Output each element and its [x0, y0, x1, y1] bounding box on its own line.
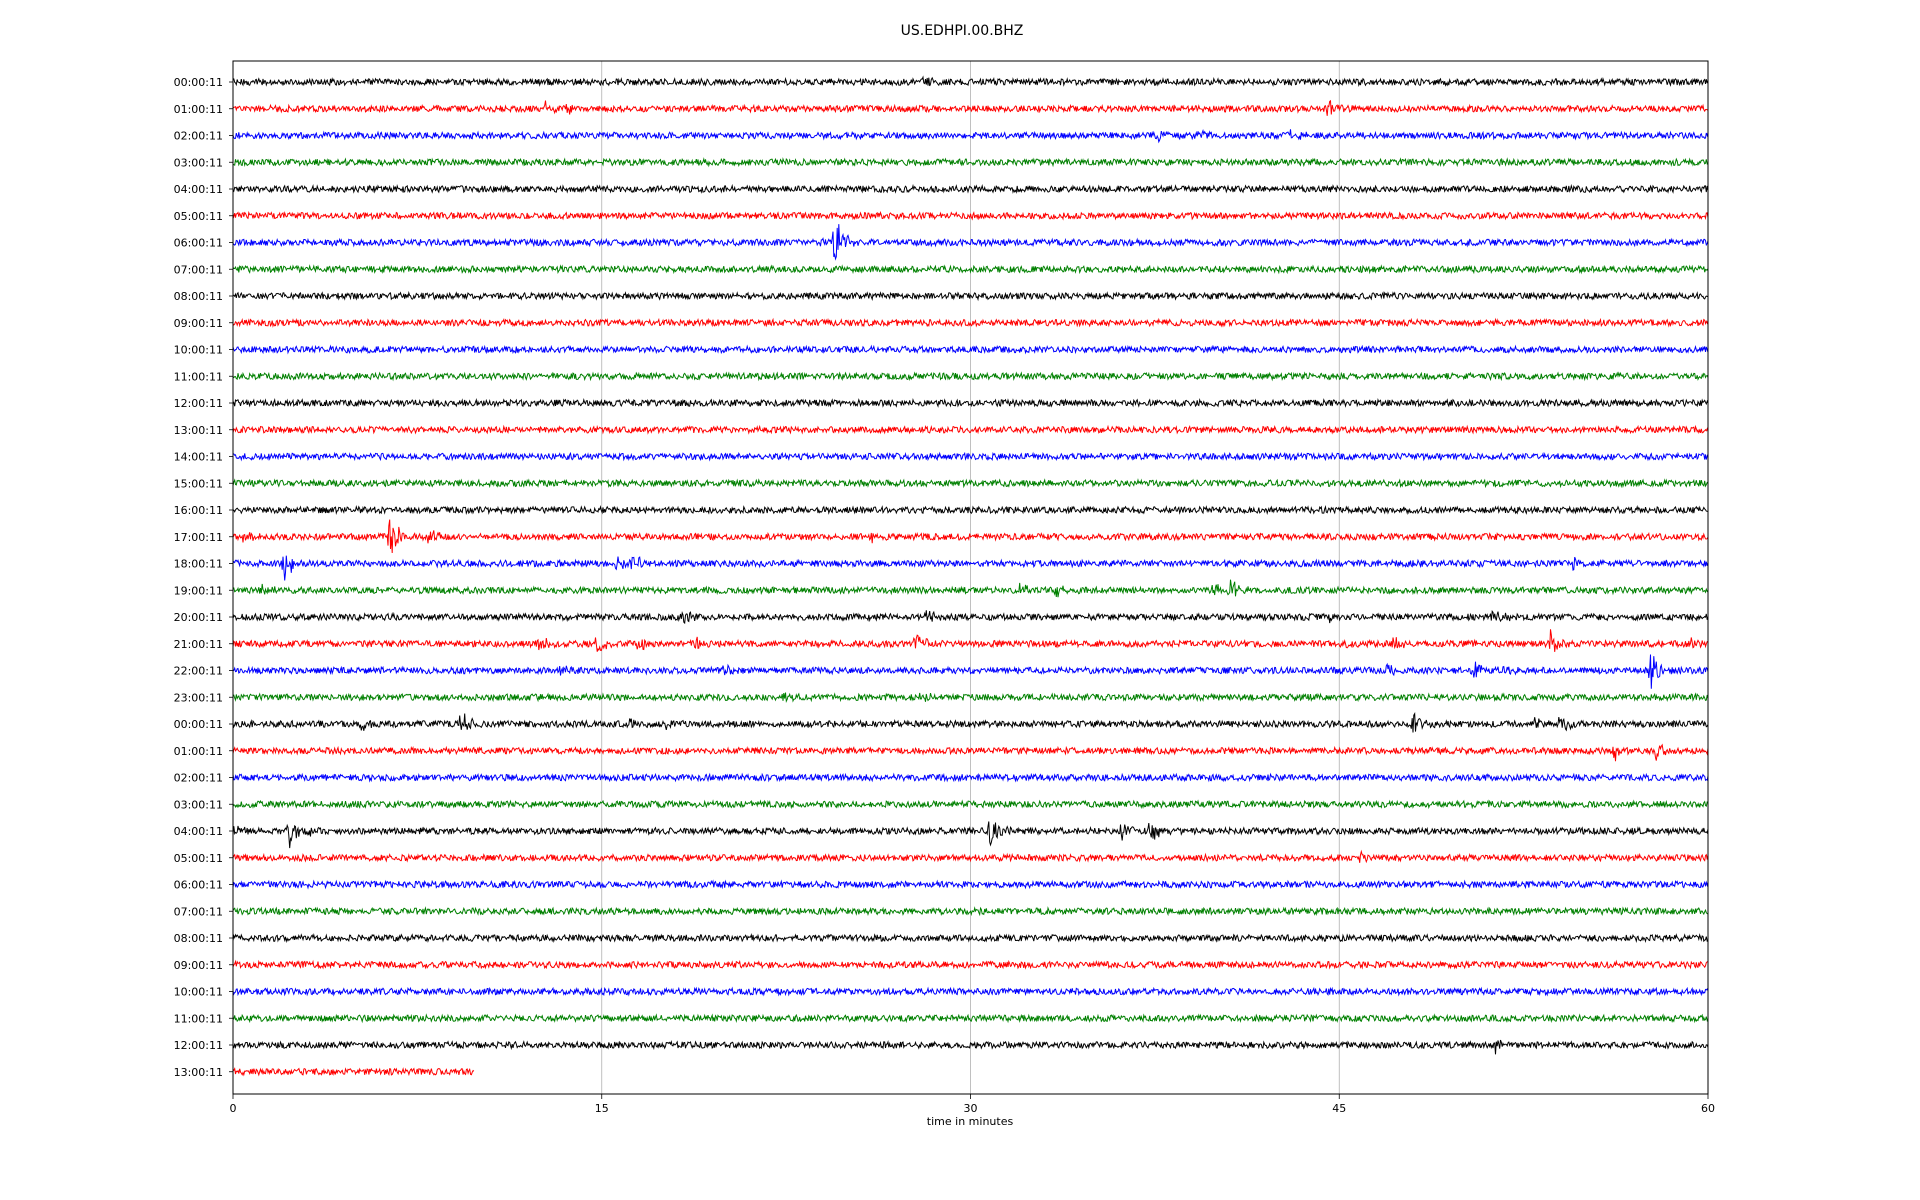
- y-tick-label: 06:00:11: [174, 879, 223, 892]
- y-tick-label: 05:00:11: [174, 210, 223, 223]
- y-tick-label: 09:00:11: [174, 959, 223, 972]
- trace-11: [232, 371, 1709, 382]
- chart-title: US.EDHPI.00.BHZ: [901, 23, 1024, 39]
- trace-36: [232, 1039, 1709, 1055]
- plot-frame: [232, 60, 1709, 1095]
- x-axis: 0 15 30 45 60: [230, 1094, 1715, 1115]
- trace-22: [232, 654, 1709, 689]
- trace-8: [232, 290, 1709, 302]
- y-tick-label: 15:00:11: [174, 477, 223, 490]
- trace-26: [232, 772, 1709, 783]
- x-tick-label: 60: [1701, 1102, 1715, 1115]
- y-tick-label: 13:00:11: [174, 424, 223, 437]
- trace-6: [232, 224, 1709, 261]
- y-tick-label: 06:00:11: [174, 237, 223, 250]
- trace-group: [232, 75, 1709, 1077]
- trace-5: [232, 210, 1709, 221]
- y-tick-label: 14:00:11: [174, 451, 223, 464]
- y-tick-label: 17:00:11: [174, 531, 223, 544]
- y-tick-label: 09:00:11: [174, 317, 223, 330]
- trace-30: [232, 879, 1709, 890]
- x-tick-label: 15: [595, 1102, 609, 1115]
- y-tick-label: 10:00:11: [174, 344, 223, 357]
- trace-29: [232, 849, 1709, 864]
- trace-35: [232, 1013, 1709, 1024]
- trace-28: [232, 821, 1709, 849]
- y-tick-label: 18:00:11: [174, 558, 223, 571]
- trace-33: [232, 959, 1709, 970]
- y-tick-label: 00:00:11: [174, 76, 223, 89]
- trace-14: [232, 451, 1709, 462]
- trace-0: [233, 75, 1709, 88]
- y-tick-label: 05:00:11: [174, 852, 223, 865]
- trace-10: [232, 344, 1709, 355]
- x-tick-label: 0: [230, 1102, 237, 1115]
- trace-37: [232, 1067, 475, 1077]
- y-tick-label: 02:00:11: [174, 772, 223, 785]
- trace-4: [232, 183, 1709, 194]
- trace-9: [232, 317, 1709, 328]
- y-tick-label: 12:00:11: [174, 397, 223, 410]
- y-tick-label: 01:00:11: [174, 745, 223, 758]
- trace-20: [232, 610, 1709, 625]
- x-tick-label: 45: [1332, 1102, 1346, 1115]
- trace-27: [232, 799, 1709, 810]
- trace-7: [232, 264, 1709, 275]
- y-tick-label: 04:00:11: [174, 183, 223, 196]
- y-tick-label: 08:00:11: [174, 290, 223, 303]
- x-axis-label: time in minutes: [927, 1115, 1014, 1128]
- y-tick-label: 13:00:11: [174, 1066, 223, 1079]
- y-tick-label: 02:00:11: [174, 130, 223, 143]
- trace-32: [232, 932, 1709, 944]
- trace-3: [232, 157, 1709, 168]
- trace-1: [232, 99, 1709, 116]
- y-tick-label: 07:00:11: [174, 263, 223, 276]
- y-tick-label: 21:00:11: [174, 638, 223, 651]
- y-tick-label: 11:00:11: [174, 1012, 223, 1025]
- y-tick-label: 11:00:11: [174, 370, 223, 383]
- y-tick-label: 08:00:11: [174, 932, 223, 945]
- trace-2: [232, 129, 1709, 144]
- y-tick-labels: 00:00:11 01:00:11 02:00:11 03:00:11 04:00:11…: [174, 76, 233, 1079]
- y-tick-label: 12:00:11: [174, 1039, 223, 1052]
- trace-15: [232, 478, 1709, 489]
- y-tick-label: 20:00:11: [174, 611, 223, 624]
- y-tick-label: 00:00:11: [174, 718, 223, 731]
- y-tick-label: 04:00:11: [174, 825, 223, 838]
- y-tick-label: 23:00:11: [174, 691, 223, 704]
- trace-31: [232, 906, 1709, 917]
- trace-18: [232, 555, 1709, 581]
- trace-23: [232, 692, 1709, 704]
- trace-25: [232, 743, 1709, 762]
- y-tick-label: 19:00:11: [174, 584, 223, 597]
- trace-19: [232, 579, 1709, 598]
- y-tick-label: 03:00:11: [174, 798, 223, 811]
- trace-13: [232, 424, 1709, 435]
- trace-24: [232, 712, 1709, 733]
- trace-12: [232, 397, 1709, 408]
- y-tick-label: 03:00:11: [174, 156, 223, 169]
- y-tick-label: 16:00:11: [174, 504, 223, 517]
- trace-34: [232, 986, 1709, 997]
- trace-16: [232, 504, 1709, 516]
- y-tick-label: 01:00:11: [174, 103, 223, 116]
- grid-lines: [601, 61, 1340, 1094]
- trace-17: [232, 519, 1709, 554]
- y-tick-label: 10:00:11: [174, 986, 223, 999]
- trace-21: [232, 629, 1709, 652]
- x-tick-label: 30: [964, 1102, 978, 1115]
- y-tick-label: 22:00:11: [174, 665, 223, 678]
- y-tick-label: 07:00:11: [174, 905, 223, 918]
